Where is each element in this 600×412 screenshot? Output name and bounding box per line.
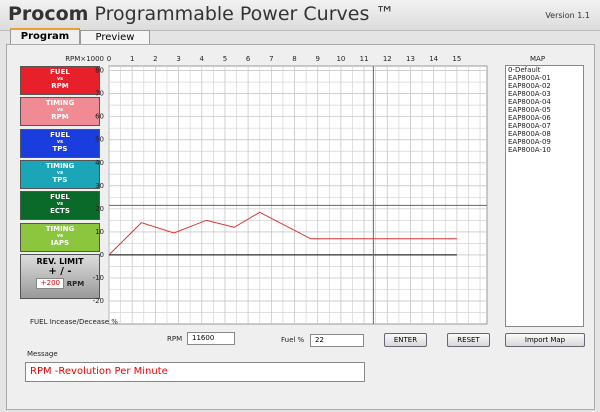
tab[interactable]: Preview	[80, 30, 150, 45]
map-title: MAP	[530, 55, 546, 63]
x-tick-label: 7	[269, 55, 273, 63]
button-text: vs	[56, 76, 64, 82]
rpm-label: RPM	[167, 335, 183, 343]
y-tick-label: -10	[93, 274, 104, 282]
y-tick-label: 10	[95, 228, 104, 236]
y-tick-label: 70	[95, 90, 104, 98]
x-tick-label: 8	[292, 55, 296, 63]
button-text: FUEL	[50, 68, 70, 76]
rev-unit: RPM	[66, 279, 85, 288]
x-tick-label: 14	[429, 55, 438, 63]
map-item[interactable]: EAP800A-07	[508, 122, 551, 130]
button-text: TIMING	[45, 99, 75, 108]
button-text: vs	[56, 232, 64, 239]
data-line	[108, 211, 457, 256]
y-tick-label: 80	[95, 67, 104, 75]
x-tick-label: 0	[107, 55, 111, 63]
button-text: ECTS	[50, 207, 70, 216]
x-tick-label: 6	[246, 55, 251, 63]
y-tick-label: -20	[93, 297, 104, 305]
rpm-input[interactable]: 11600	[187, 332, 235, 345]
map-list: 0-Default EAP800A-01 EAP800A-02 EAP800A-03 E…	[505, 65, 584, 327]
version: Version 1.1	[545, 11, 590, 20]
x-axis-label: RPM×1000	[65, 55, 104, 63]
brand: Procom	[8, 3, 89, 25]
chart-button[interactable]: TIMING vs RPM	[20, 97, 100, 127]
rev-limit: REV. LIMIT + / - +200 RPM	[20, 254, 100, 299]
map-item[interactable]: EAP800A-08	[508, 130, 551, 138]
map-item[interactable]: EAP800A-06	[508, 114, 551, 122]
button-text: FUEL	[50, 193, 70, 202]
x-tick-label: 4	[200, 55, 205, 63]
title-bar: Procom Programmable Power Curves ™ Versi…	[0, 0, 600, 31]
y-tick-label: 50	[95, 136, 104, 144]
y-tick-label: 0	[100, 251, 104, 259]
x-tick-label: 13	[406, 55, 415, 63]
x-tick-label: 3	[176, 55, 180, 63]
button-text: IAPS	[50, 238, 70, 247]
rev-label: REV. LIMIT	[36, 257, 84, 266]
import-button[interactable]: Import Map	[505, 333, 585, 347]
enter-button[interactable]: ENTER	[384, 333, 427, 347]
message-label: Message	[27, 350, 58, 358]
y-tick-label: 30	[95, 182, 104, 190]
rev-input[interactable]: +200	[35, 278, 64, 289]
button-text: RPM	[51, 113, 69, 122]
title-text: Programmable Power Curves ™	[94, 3, 395, 25]
x-tick-label: 15	[452, 55, 461, 63]
chart-button[interactable]: FUEL vs ECTS	[20, 191, 100, 221]
button-text: vs	[56, 138, 64, 145]
message-box: RPM -Revolution Per Minute	[25, 362, 365, 382]
map-item[interactable]: EAP800A-05	[508, 106, 551, 114]
x-tick-label: 1	[130, 55, 134, 63]
button-text: vs	[56, 169, 64, 176]
button-text: TIMING	[45, 161, 75, 170]
y-tick-label: 20	[95, 205, 104, 213]
button-text: FUEL	[50, 130, 70, 139]
map-item[interactable]: EAP800A-04	[508, 98, 551, 106]
app-title: Procom Programmable Power Curves ™	[8, 3, 394, 25]
plot-area	[108, 65, 488, 325]
button-text: TIMING	[45, 224, 75, 233]
button-text: vs	[56, 107, 64, 114]
map-item[interactable]: EAP800A-01	[508, 74, 551, 82]
map-item[interactable]: 0-Default	[508, 66, 541, 74]
chart-button[interactable]: FUEL vs TPS	[20, 128, 100, 158]
button-text: TPS	[52, 175, 68, 184]
reset-button[interactable]: RESET	[447, 333, 490, 347]
tab[interactable]: Program	[10, 28, 80, 46]
chart-button[interactable]: TIMING vs IAPS	[20, 222, 100, 252]
y-tick-label: 40	[95, 159, 104, 167]
fuel-label: Fuel %	[281, 336, 305, 344]
x-tick-label: 12	[383, 55, 392, 63]
fuel-input[interactable]: 22	[310, 334, 364, 347]
x-tick-label: 10	[336, 55, 345, 63]
chart-button[interactable]: TIMING vs TPS	[20, 159, 100, 189]
button-text: RPM	[51, 82, 69, 90]
map-item[interactable]: EAP800A-09	[508, 138, 551, 146]
y-axis-label: FUEL Incease/Decease %	[30, 318, 118, 326]
map-item[interactable]: EAP800A-02	[508, 82, 551, 90]
button-text: TPS	[52, 144, 68, 153]
x-tick-label: 2	[153, 55, 157, 63]
button-text: vs	[56, 201, 64, 208]
rev-sign[interactable]: + / -	[48, 266, 72, 277]
map-item[interactable]: EAP800A-03	[508, 90, 551, 98]
x-tick-label: 9	[315, 55, 319, 63]
y-tick-label: 60	[95, 113, 104, 121]
chart-button[interactable]: FUEL vs RPM	[20, 66, 100, 95]
x-tick-label: 11	[360, 55, 369, 63]
x-tick-label: 5	[223, 55, 227, 63]
map-item[interactable]: EAP800A-10	[508, 146, 551, 154]
